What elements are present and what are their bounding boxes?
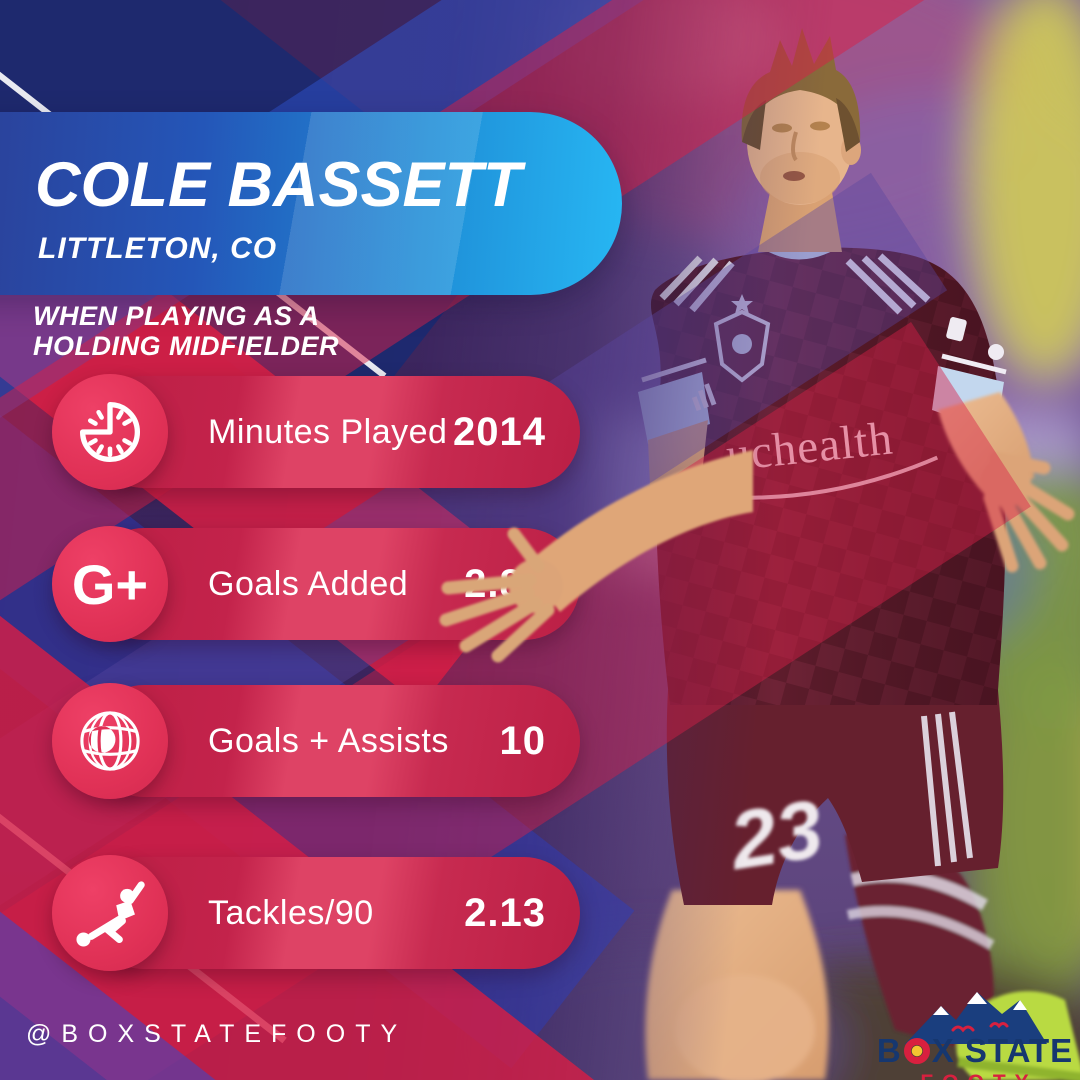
colorado-o-icon [903,1037,930,1064]
logo-footy: FOOTY [872,1072,1078,1080]
logo-wordmark: B X STATE [872,1034,1078,1067]
stat-label: Goals + Assists [208,721,449,760]
stat-row-tackles: Tackles/90 2.13 [52,855,692,971]
stat-row-minutes-played: Minutes Played 2014 [52,374,692,490]
logo-x-state: X STATE [931,1032,1074,1069]
title-banner: COLE BASSETT LITTLETON, CO [0,112,622,295]
stat-label: Minutes Played [208,412,448,451]
stat-value: 2.13 [464,890,546,935]
player-hometown: LITTLETON, CO [38,232,278,265]
stat-label: Goals Added [208,564,409,603]
goals-added-icon: G+ [52,526,168,642]
social-handle: @BOXSTATEFOOTY [26,1020,408,1048]
stat-pill: Minutes Played 2014 [88,376,580,488]
player-hand-overlay [439,450,753,663]
stat-value: 2014 [453,409,546,454]
goal-net-icon [52,683,168,799]
logo-letter-b: B [876,1032,902,1069]
boxstate-footy-logo: B X STATE FOOTY [872,986,1078,1080]
stat-value: 10 [499,718,546,763]
stat-row-goals-assists: Goals + Assists 10 [52,683,692,799]
context-line-2: HOLDING MIDFIELDER [33,330,339,361]
player-name: COLE BASSETT [35,150,522,220]
stat-pill: Goals + Assists 10 [88,685,580,797]
mountain-icon [905,992,1047,1044]
slide-tackle-icon [52,855,168,971]
context-line-1: WHEN PLAYING AS A [33,301,320,331]
goals-added-glyph: G+ [71,552,149,616]
context-caption: WHEN PLAYING AS A HOLDING MIDFIELDER [33,301,339,361]
clock-icon [52,374,168,490]
stat-label: Tackles/90 [208,893,374,932]
stat-pill: Tackles/90 2.13 [88,857,580,969]
